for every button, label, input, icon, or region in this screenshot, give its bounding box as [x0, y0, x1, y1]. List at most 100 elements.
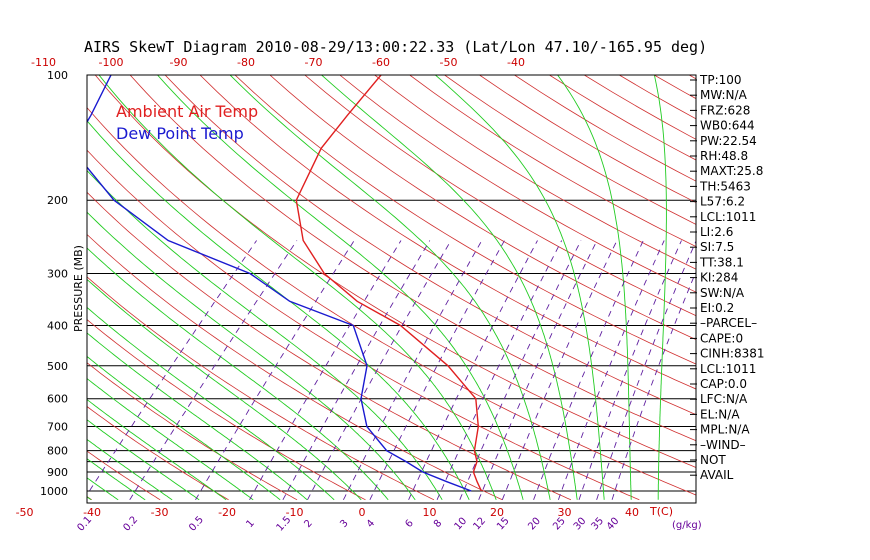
index-item: LFC:N/A — [700, 392, 748, 406]
mixing-ratio-tick: 3 — [338, 518, 350, 530]
top-temperature-axis: -120-110-100-90-80-70-60-50-40 — [31, 56, 525, 69]
mixing-ratio-tick: 20 — [526, 516, 543, 533]
index-item: EI:0.2 — [700, 301, 734, 315]
moist-adiabat-12 — [87, 169, 443, 501]
top-tick-label: -40 — [507, 56, 525, 69]
moist-adiabat--4 — [87, 306, 335, 501]
top-tick-label: -70 — [305, 56, 323, 69]
bottom-tick-label: -10 — [286, 506, 304, 519]
dry-adiabat-220 — [0, 56, 23, 500]
mixing-ratio-lines — [87, 240, 696, 501]
pressure-tick-label: 1000 — [40, 485, 68, 498]
pressure-tick-label: 100 — [47, 69, 68, 82]
mixing-ratio-line-30 — [578, 240, 682, 500]
sounding-profiles — [87, 75, 483, 492]
mixing-ratio-tick: 40 — [605, 516, 622, 533]
index-item: CAP:0.0 — [700, 377, 747, 391]
index-item: MAXT:25.8 — [700, 164, 763, 178]
top-tick-label: -50 — [440, 56, 458, 69]
mixing-ratio-tick: 0.2 — [121, 514, 140, 533]
bottom-tick-label: 0 — [359, 506, 366, 519]
pressure-tick-label: 900 — [47, 466, 68, 479]
dry-adiabat-330 — [94, 75, 696, 468]
legend-ambient-air-temp: Ambient Air Temp — [116, 102, 258, 121]
top-tick-label: -110 — [31, 56, 56, 69]
index-item: RH:48.8 — [700, 149, 748, 163]
moist-adiabat--20 — [87, 398, 227, 501]
bottom-tick-label: 20 — [490, 506, 504, 519]
mixing-ratio-line-4 — [369, 240, 505, 500]
mixing-ratio-tick: 8 — [432, 518, 444, 530]
index-item: LCL:1011 — [700, 210, 756, 224]
ambient-temp-line — [295, 75, 483, 492]
moist-adiabat-40 — [557, 75, 632, 500]
dry-adiabat-310 — [87, 149, 640, 501]
mixing-ratio-line-12 — [478, 240, 598, 500]
pressure-tick-label: 300 — [47, 267, 68, 280]
index-item: –PARCEL– — [700, 316, 757, 330]
plot-frame — [86, 74, 697, 504]
mixing-ratio-line-40 — [611, 270, 696, 500]
isobar-lines — [87, 199, 696, 492]
dry-adiabat-390 — [304, 75, 696, 317]
mixing-ratio-line-0.1 — [87, 240, 257, 496]
bottom-tick-label: -40 — [83, 506, 101, 519]
mixing-ratio-tick: 10 — [453, 516, 470, 533]
index-item: LI:2.6 — [700, 225, 733, 239]
moist-adiabat--24 — [87, 419, 200, 501]
dry-adiabat-340 — [129, 75, 696, 442]
moist-adiabat-44 — [653, 75, 667, 500]
moist-adiabat-16 — [87, 120, 470, 501]
legend-dew-point-temp: Dew Point Temp — [116, 124, 244, 143]
dry-adiabat-370 — [234, 75, 696, 365]
mixing-ratio-unit: (g/kg) — [672, 520, 702, 531]
mixing-ratio-line-8 — [436, 240, 563, 500]
dry-adiabat-260 — [87, 362, 298, 501]
mixing-ratio-tick: 2 — [302, 518, 314, 530]
top-tick-label: -60 — [372, 56, 390, 69]
dry-adiabat-420 — [409, 75, 696, 247]
mixing-ratio-tick: 30 — [572, 516, 589, 533]
index-item: TT:38.1 — [699, 255, 744, 269]
mixing-ratio-tick: 0.5 — [187, 514, 206, 533]
mixing-ratio-tick: 35 — [589, 516, 606, 533]
dry-adiabat-360 — [199, 75, 696, 390]
dry-adiabat-410 — [374, 75, 696, 270]
mixing-ratio-tick: 4 — [365, 518, 377, 530]
mixing-ratio-line-0.2 — [129, 240, 298, 501]
index-item: SW:N/A — [700, 286, 745, 300]
x-axis-label: T(C) — [649, 505, 673, 518]
mixing-ratio-line-6 — [408, 240, 538, 500]
mixing-ratio-line-10 — [459, 240, 582, 500]
bottom-tick-label: 40 — [625, 506, 639, 519]
moist-adiabat-32 — [321, 75, 578, 500]
mixing-ratio-tick: 6 — [403, 518, 415, 530]
pressure-tick-label: 700 — [47, 421, 68, 434]
dry-adiabat-440 — [478, 75, 696, 203]
index-item: MPL:N/A — [700, 423, 750, 437]
y-axis-label: PRESSURE (MB) — [72, 245, 85, 332]
index-item: CAPE:0 — [700, 331, 743, 345]
top-tick-label: -90 — [170, 56, 188, 69]
dry-adiabat-280 — [87, 276, 435, 501]
bottom-tick-label: -50 — [16, 506, 34, 519]
dry-adiabat-350 — [164, 75, 696, 416]
index-item: NOT — [700, 453, 726, 467]
moist-adiabat-20 — [98, 75, 497, 500]
moist-adiabat-0 — [87, 278, 362, 501]
moist-adiabat--8 — [87, 332, 308, 501]
mixing-ratio-line-1.5 — [282, 240, 431, 501]
pressure-tick-label: 400 — [47, 319, 68, 332]
pressure-tick-label: 800 — [47, 445, 68, 458]
bottom-tick-label: 10 — [423, 506, 437, 519]
mixing-ratio-tick: 12 — [471, 516, 488, 533]
pressure-tick-label: 200 — [47, 194, 68, 207]
index-item: SI:7.5 — [700, 240, 734, 254]
index-item: TH:5463 — [699, 179, 751, 193]
mixing-ratio-line-3 — [343, 240, 483, 501]
index-item: –WIND– — [700, 438, 746, 452]
index-item: TP:100 — [699, 73, 742, 87]
mixing-ratio-line-0.5 — [195, 240, 355, 501]
moist-adiabat-36 — [435, 75, 605, 500]
